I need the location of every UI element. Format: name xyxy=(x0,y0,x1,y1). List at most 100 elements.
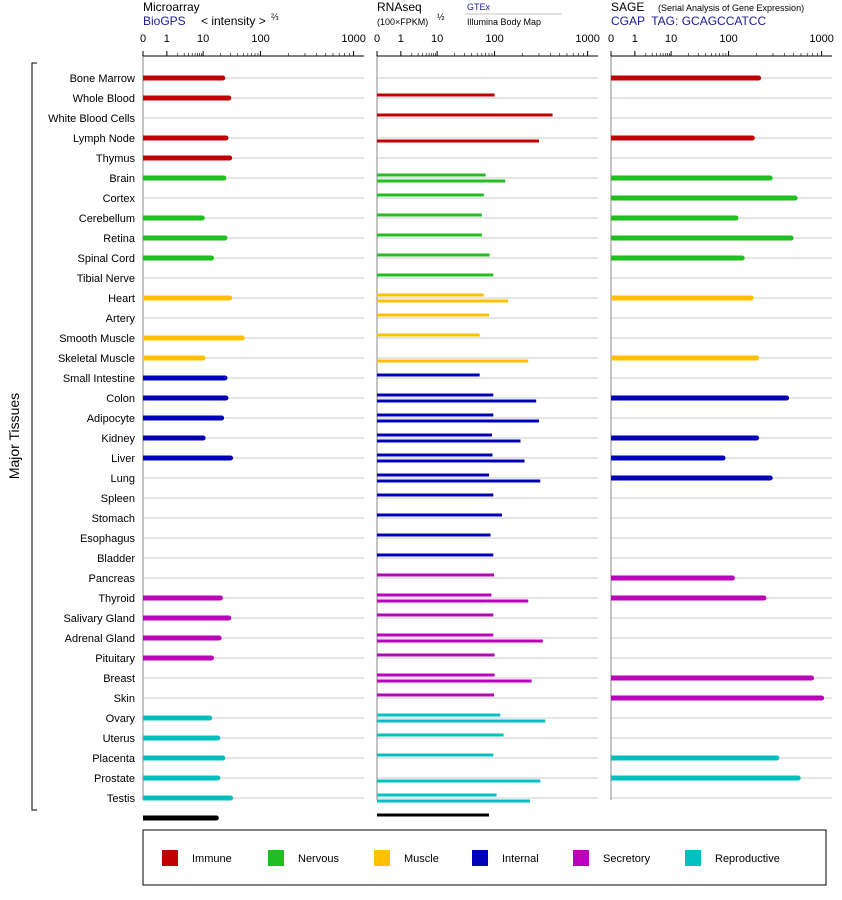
bar-rnaseq xyxy=(377,273,494,277)
bar-rnaseq xyxy=(377,573,495,577)
x-tick-label: 100 xyxy=(485,33,503,45)
rnaseq-source-gtex: GTEx xyxy=(467,2,491,12)
legend: Immune Nervous Muscle Internal Secretory Repr… xyxy=(142,829,827,886)
bar-cap xyxy=(222,375,228,381)
bar-sage xyxy=(611,455,724,461)
bar-rnaseq xyxy=(377,533,491,537)
tissue-label: Testis xyxy=(107,793,136,805)
bar-rnaseq xyxy=(377,253,490,257)
rnaseq-scale: (100×FPKM) xyxy=(377,17,428,27)
bar-rnaseq xyxy=(377,799,530,803)
bar-microarray xyxy=(143,95,229,101)
x-tick-label: 0 xyxy=(374,33,380,45)
legend-swatch-nervous xyxy=(268,850,284,866)
bar-sage xyxy=(611,675,812,681)
bar-rnaseq xyxy=(377,779,541,783)
tissue-label: Cortex xyxy=(103,193,136,205)
tissue-label: Lung xyxy=(111,473,135,485)
bar-microarray xyxy=(143,155,230,161)
tissue-label: Small Intestine xyxy=(63,373,135,385)
bar-cap xyxy=(748,295,754,301)
bar-microarray xyxy=(143,135,226,141)
bar-rnaseq xyxy=(377,173,486,177)
tissue-label: Esophagus xyxy=(80,533,136,545)
bar-rnaseq xyxy=(377,713,501,717)
bar-microarray xyxy=(143,715,210,721)
bar-microarray xyxy=(143,635,220,641)
bar-cap xyxy=(733,215,739,221)
bar-microarray xyxy=(143,735,218,741)
bar-sage xyxy=(611,75,759,81)
tissue-label: Thymus xyxy=(96,153,136,165)
rnaseq-title: RNAseq xyxy=(377,0,422,14)
x-tick-label: 1 xyxy=(632,33,638,45)
bar-cap xyxy=(215,775,221,781)
sage-subtitle: (Serial Analysis of Gene Expression) xyxy=(658,3,804,13)
bar-cap xyxy=(226,615,232,621)
tissue-label: White Blood Cells xyxy=(48,113,135,125)
bar-rnaseq xyxy=(377,393,494,397)
bar-rnaseq xyxy=(377,493,494,497)
tissue-labels: Bone Marrow Whole Blood White Blood Cells L… xyxy=(48,73,136,805)
tissue-label: Whole Blood xyxy=(73,93,135,105)
bar-cap xyxy=(720,455,726,461)
bar-microarray xyxy=(143,435,204,441)
bar-cap xyxy=(754,355,760,361)
bar-microarray xyxy=(143,175,224,181)
bar-rnaseq xyxy=(377,733,504,737)
bar-microarray xyxy=(143,335,243,341)
rnaseq-bars xyxy=(377,93,553,817)
tissue-label: Thyroid xyxy=(98,593,135,605)
legend-swatch-internal xyxy=(472,850,488,866)
microarray-source: BioGPS xyxy=(143,14,186,28)
x-tick-label: 1000 xyxy=(575,33,599,45)
bar-rnaseq xyxy=(377,193,484,197)
bar-rnaseq xyxy=(377,453,493,457)
legend-swatch-reproductive xyxy=(685,850,701,866)
bar-rnaseq xyxy=(377,93,495,97)
legend-swatch-muscle xyxy=(374,850,390,866)
sage-tag: CGAP TAG: GCAGCCATCC xyxy=(611,14,766,28)
bar-microarray xyxy=(143,295,230,301)
bar-microarray xyxy=(143,235,225,241)
tissue-label: Breast xyxy=(103,673,135,685)
major-tissues-bracket: Major Tissues xyxy=(6,62,37,811)
bar-rnaseq xyxy=(377,333,480,337)
bar-sage xyxy=(611,235,792,241)
rnaseq-scale-exponent: ½ xyxy=(437,12,445,22)
bar-cap xyxy=(788,235,794,241)
bar-rnaseq xyxy=(377,593,492,597)
bar-rnaseq xyxy=(377,753,494,757)
x-tick-label: 1000 xyxy=(341,33,365,45)
bar-rnaseq xyxy=(377,459,525,463)
bar-cap xyxy=(223,135,229,141)
bar-sage xyxy=(611,755,777,761)
bar-microarray xyxy=(143,795,231,801)
bar-rnaseq xyxy=(377,419,539,423)
bar-cap xyxy=(222,235,228,241)
legend-box xyxy=(142,829,827,886)
bar-sage xyxy=(611,175,771,181)
bar-cap xyxy=(774,755,780,761)
bar-cap xyxy=(207,715,213,721)
bar-sage xyxy=(611,595,764,601)
bar-rnaseq xyxy=(377,113,553,117)
bar-sage xyxy=(611,295,752,301)
bar-rnaseq xyxy=(377,639,543,643)
bar-rnaseq xyxy=(377,299,509,303)
x-tick-label: 0 xyxy=(608,33,614,45)
bar-rnaseq xyxy=(377,439,521,443)
legend-label-secretory: Secretory xyxy=(603,853,651,865)
bar-microarray xyxy=(143,355,204,361)
y-group-label: Major Tissues xyxy=(6,393,22,479)
bar-sage xyxy=(611,255,743,261)
bar-cap xyxy=(729,575,735,581)
bar-rnaseq xyxy=(377,599,529,603)
bar-sage xyxy=(611,695,822,701)
bar-sage xyxy=(611,195,796,201)
legend-swatch-secretory xyxy=(573,850,589,866)
bar-cap xyxy=(761,595,767,601)
bar-cap xyxy=(795,775,801,781)
rnaseq-source-ibm: Illumina Body Map xyxy=(467,17,541,27)
